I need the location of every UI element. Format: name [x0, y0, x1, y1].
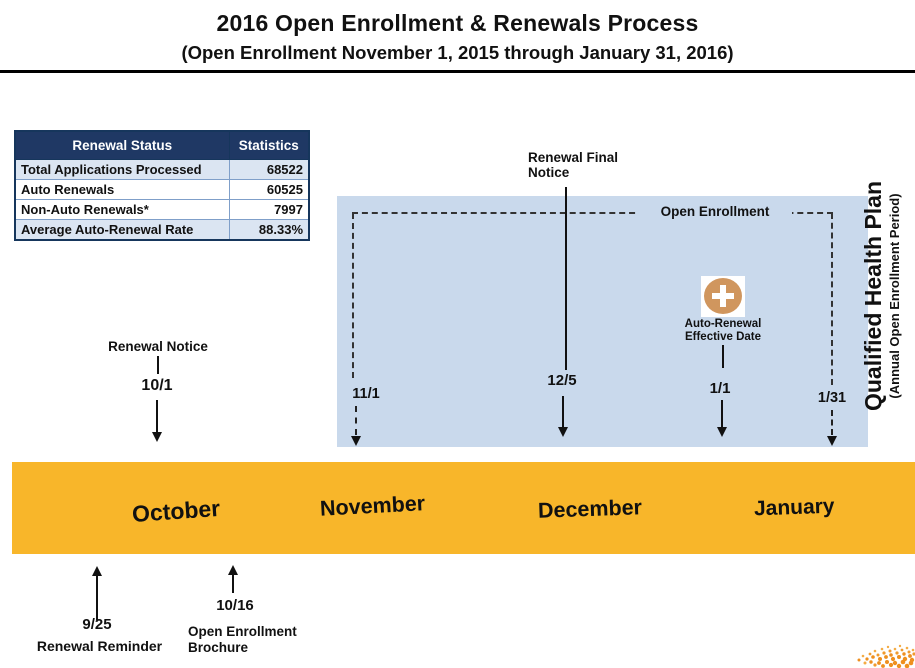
- renewal-statistics-table: Renewal Status Statistics Total Applicat…: [14, 130, 310, 241]
- open-enrollment-dashed-span: [352, 212, 833, 214]
- qhp-axis-label: Qualified Health Plan (Annual Open Enrol…: [860, 161, 915, 431]
- down-arrow: [152, 432, 162, 442]
- dashed-arrow-shaft: [355, 406, 357, 435]
- dashed-arrow-shaft: [831, 410, 833, 435]
- down-arrow: [351, 436, 361, 446]
- date-10-16: 10/16: [216, 597, 254, 614]
- table-header-row: Renewal Status Statistics: [14, 130, 310, 160]
- month-december: December: [537, 495, 643, 523]
- enrollment-start-dashed-line: [352, 213, 354, 378]
- auto-renewal-line: [722, 345, 724, 368]
- date-11-1: 11/1: [352, 386, 380, 402]
- label-line: Auto-Renewal: [684, 318, 762, 330]
- title-divider: [0, 70, 915, 73]
- brochure-label: Open Enrollment Brochure: [188, 624, 297, 656]
- open-enrollment-period-box: [337, 196, 868, 447]
- month-october: October: [131, 494, 221, 528]
- arrow-shaft: [156, 400, 158, 432]
- month-november: November: [319, 491, 426, 521]
- auto-renewal-label: Auto-Renewal Effective Date: [663, 318, 783, 344]
- up-arrow: [228, 565, 238, 575]
- up-arrow: [92, 566, 102, 576]
- down-arrow: [827, 436, 837, 446]
- date-12-5: 12/5: [547, 372, 577, 389]
- renewal-reminder-label: Renewal Reminder: [36, 638, 163, 654]
- page-subtitle: (Open Enrollment November 1, 2015 throug…: [181, 42, 734, 63]
- arrow-shaft: [96, 575, 98, 620]
- row-label: Non-Auto Renewals*: [14, 199, 230, 220]
- qhp-subtitle: (Annual Open Enrollment Period): [887, 193, 902, 399]
- row-value: 68522: [228, 159, 310, 180]
- arrow-shaft: [562, 396, 564, 427]
- date-1-31: 1/31: [817, 390, 847, 406]
- row-label: Average Auto-Renewal Rate: [14, 219, 230, 241]
- open-enrollment-label: Open Enrollment: [638, 203, 792, 221]
- table-row: Auto Renewals 60525: [14, 179, 310, 200]
- row-value: 88.33%: [228, 219, 310, 241]
- row-label: Total Applications Processed: [14, 159, 230, 180]
- date-10-1: 10/1: [141, 377, 173, 394]
- label-line: Open Enrollment: [188, 624, 297, 639]
- row-label: Auto Renewals: [14, 179, 230, 200]
- month-bar: October November December January: [12, 462, 915, 554]
- arrow-shaft: [232, 574, 234, 593]
- renewal-notice-label: Renewal Notice: [108, 339, 208, 354]
- date-1-1: 1/1: [709, 380, 731, 397]
- row-value: 7997: [228, 199, 310, 220]
- row-value: 60525: [228, 179, 310, 200]
- label-line: Brochure: [188, 640, 249, 655]
- renewal-final-notice-label: Renewal Final Notice: [528, 150, 618, 180]
- label-line: Effective Date: [684, 331, 762, 343]
- renewal-final-notice-line: [565, 187, 567, 370]
- label-line: Renewal Final: [528, 150, 619, 165]
- renewal-notice-line: [157, 356, 159, 374]
- down-arrow: [717, 427, 727, 437]
- table-row: Total Applications Processed 68522: [14, 159, 310, 180]
- column-header-renewal-status: Renewal Status: [14, 130, 230, 160]
- column-header-statistics: Statistics: [228, 130, 310, 160]
- month-january: January: [753, 494, 835, 521]
- plus-icon: [701, 276, 745, 317]
- page-title: 2016 Open Enrollment & Renewals Process: [216, 10, 699, 36]
- enrollment-end-dashed-line: [831, 213, 833, 385]
- sunburst-logo: [857, 644, 915, 668]
- qhp-title: Qualified Health Plan: [860, 180, 886, 412]
- table-row: Average Auto-Renewal Rate 88.33%: [14, 219, 310, 241]
- down-arrow: [558, 427, 568, 437]
- plus-icon-circle: [704, 278, 742, 314]
- date-9-25: 9/25: [82, 616, 112, 633]
- label-line: Notice: [528, 165, 570, 180]
- arrow-shaft: [721, 400, 723, 427]
- table-row: Non-Auto Renewals* 7997: [14, 199, 310, 220]
